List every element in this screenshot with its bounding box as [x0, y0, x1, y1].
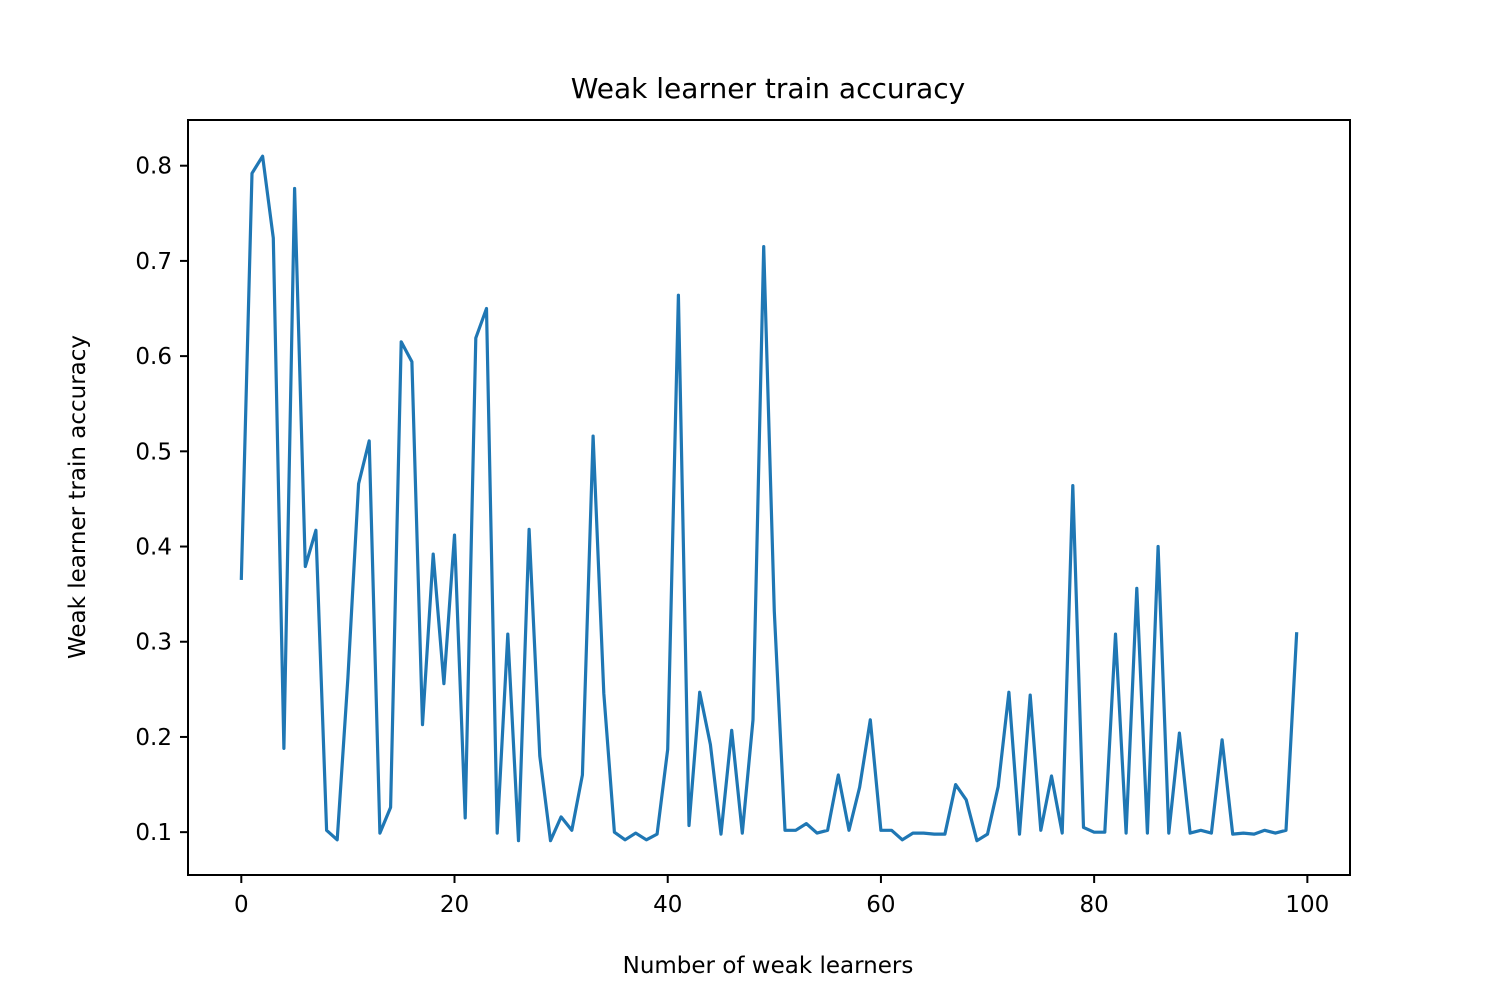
y-tick-label: 0.6 [135, 344, 172, 370]
x-tick-label: 60 [866, 892, 895, 918]
x-tick-label: 40 [653, 892, 682, 918]
y-tick-label: 0.4 [135, 535, 172, 561]
series-line-0 [239, 154, 1299, 843]
chart-title: Weak learner train accuracy [571, 72, 966, 105]
y-tick-label: 0.3 [135, 630, 172, 656]
x-tick-label: 80 [1080, 892, 1109, 918]
y-tick-label: 0.1 [135, 820, 172, 846]
y-tick-label: 0.5 [135, 439, 172, 465]
plot-area [239, 154, 1299, 843]
x-tick-label: 20 [440, 892, 469, 918]
y-axis: 0.1 0.2 0.3 0.4 0.5 0.6 0.7 0.8 [135, 154, 188, 846]
x-axis: 0 20 40 60 80 100 [234, 875, 1329, 918]
x-tick-label: 100 [1285, 892, 1329, 918]
y-axis-label: Weak learner train accuracy [65, 335, 91, 659]
y-tick-label: 0.2 [135, 725, 172, 751]
y-tick-label: 0.7 [135, 249, 172, 275]
y-tick-label: 0.8 [135, 154, 172, 180]
x-tick-label: 0 [234, 892, 249, 918]
x-axis-label: Number of weak learners [623, 953, 914, 979]
plot-frame [187, 119, 1351, 876]
